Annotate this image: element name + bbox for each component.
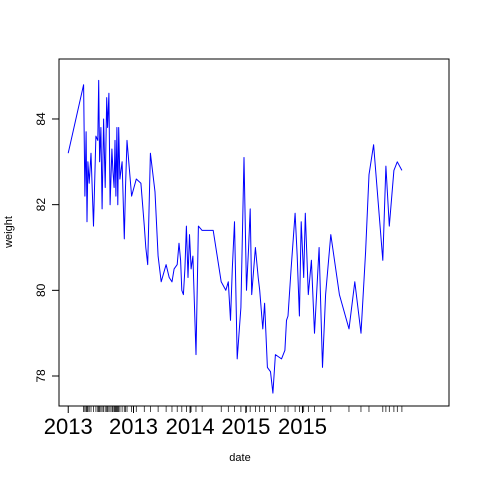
x-axis: 2013 2013 2014 2015 2015 <box>44 406 327 439</box>
y-axis: 78 80 82 84 <box>34 112 59 383</box>
y-axis-label: weight <box>3 216 15 249</box>
x-axis-label: date <box>229 452 250 464</box>
series-layer <box>67 79 403 394</box>
x-tick-label: 2013 <box>109 414 158 439</box>
y-tick-label: 82 <box>34 198 48 212</box>
weight-series-line <box>67 79 403 394</box>
plot-frame <box>58 58 450 407</box>
date-rug <box>83 406 403 412</box>
y-tick-label: 78 <box>34 369 48 383</box>
x-tick-label: 2014 <box>166 414 215 439</box>
x-tick-label: 2015 <box>221 414 270 439</box>
x-tick-label: 2013 <box>44 414 93 439</box>
x-tick-label: 2015 <box>278 414 327 439</box>
y-tick-label: 80 <box>34 283 48 297</box>
y-tick-label: 84 <box>34 112 48 126</box>
